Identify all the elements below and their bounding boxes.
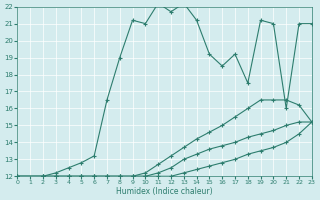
X-axis label: Humidex (Indice chaleur): Humidex (Indice chaleur) bbox=[116, 187, 213, 196]
